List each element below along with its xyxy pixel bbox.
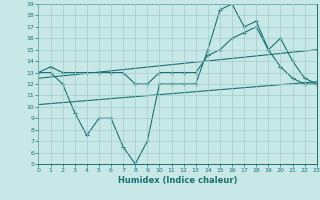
X-axis label: Humidex (Indice chaleur): Humidex (Indice chaleur) <box>118 176 237 185</box>
